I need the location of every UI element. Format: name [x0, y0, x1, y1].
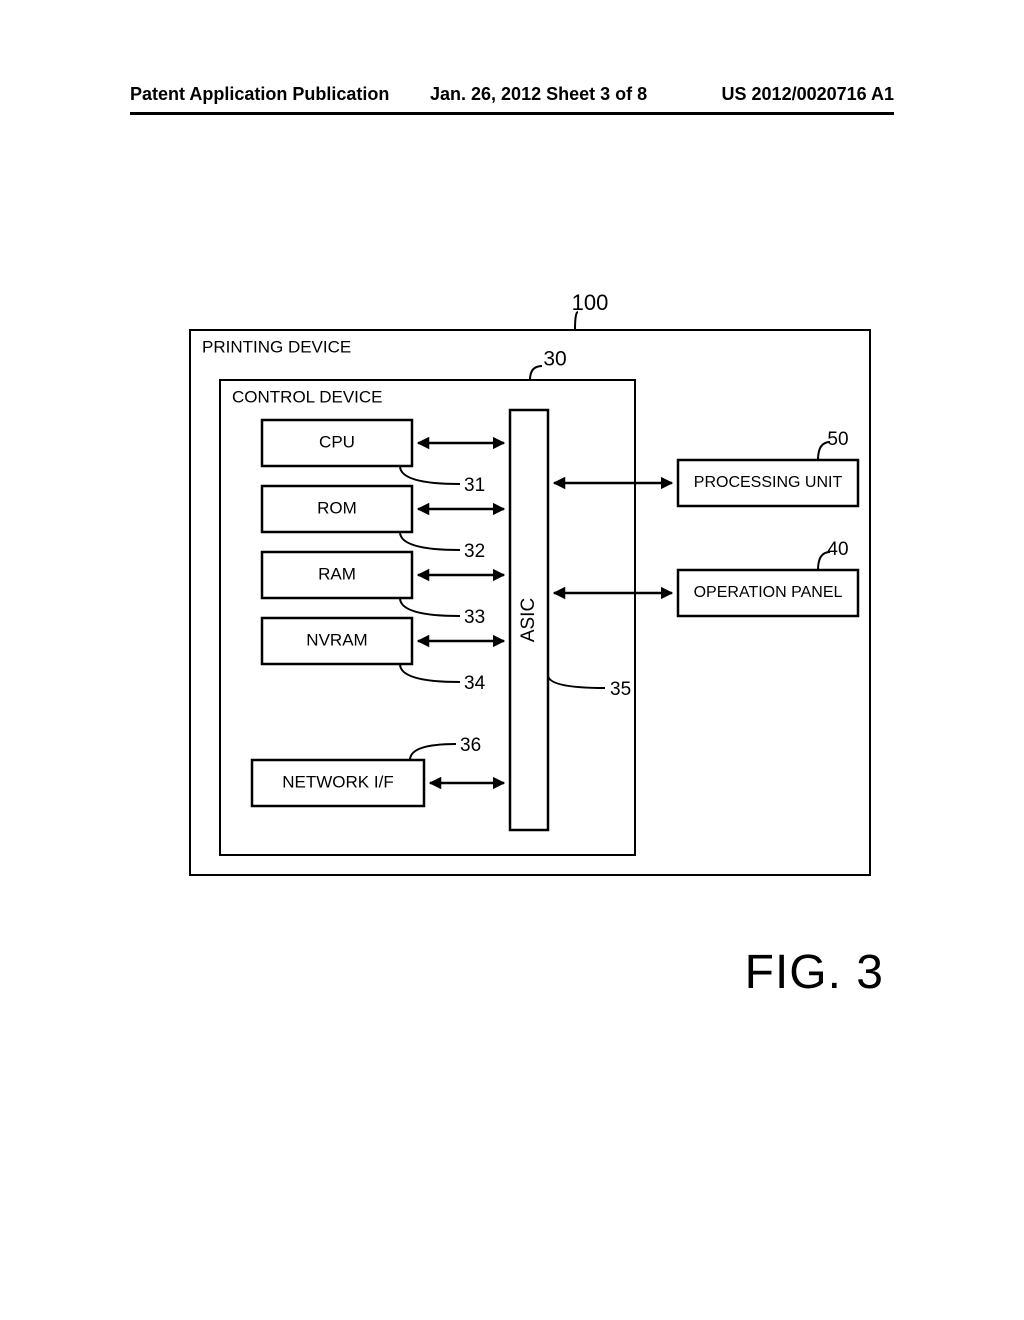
svg-text:NVRAM: NVRAM: [306, 630, 367, 649]
svg-text:50: 50: [827, 429, 848, 450]
svg-text:32: 32: [464, 541, 485, 562]
svg-text:100: 100: [572, 290, 609, 315]
header-date-sheet: Jan. 26, 2012 Sheet 3 of 8: [430, 84, 647, 105]
svg-text:ROM: ROM: [317, 498, 357, 517]
header-publication: Patent Application Publication: [130, 84, 389, 105]
svg-text:30: 30: [543, 348, 566, 371]
header-rule: [130, 112, 894, 115]
svg-text:OPERATION PANEL: OPERATION PANEL: [694, 584, 843, 601]
diagram-container: PRINTING DEVICE 100 CONTROL DEVICE 30 ASIC 35…: [180, 290, 880, 895]
block-diagram: PRINTING DEVICE 100 CONTROL DEVICE 30 ASIC 35…: [180, 290, 880, 890]
header-pub-number: US 2012/0020716 A1: [722, 84, 894, 105]
svg-text:NETWORK I/F: NETWORK I/F: [282, 772, 393, 791]
svg-text:31: 31: [464, 475, 485, 496]
svg-text:35: 35: [610, 679, 631, 700]
svg-text:RAM: RAM: [318, 564, 356, 583]
svg-text:CONTROL DEVICE: CONTROL DEVICE: [232, 387, 383, 406]
svg-text:PRINTING DEVICE: PRINTING DEVICE: [202, 337, 351, 356]
patent-page: Patent Application Publication Jan. 26, …: [0, 0, 1024, 1320]
svg-text:PROCESSING UNIT: PROCESSING UNIT: [694, 474, 843, 491]
svg-text:40: 40: [827, 539, 848, 560]
svg-text:33: 33: [464, 607, 485, 628]
figure-caption: FIG. 3: [745, 945, 884, 1000]
svg-text:ASIC: ASIC: [518, 598, 539, 642]
svg-text:36: 36: [460, 735, 481, 756]
svg-text:CPU: CPU: [319, 432, 355, 451]
svg-text:34: 34: [464, 673, 486, 694]
